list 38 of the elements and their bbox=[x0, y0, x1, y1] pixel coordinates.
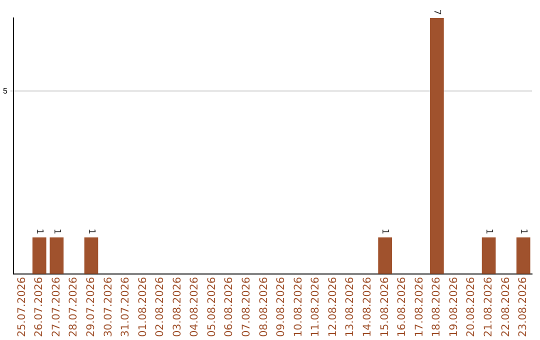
x-tick-label: 29.07.2026 bbox=[84, 276, 97, 338]
x-tick-label: 27.07.2026 bbox=[50, 276, 62, 338]
data-label: 1 bbox=[34, 228, 44, 234]
x-tick-label: 03.08.2026 bbox=[171, 276, 184, 338]
x-tick-label: 25.07.2026 bbox=[16, 276, 28, 338]
x-tick-label: 28.07.2026 bbox=[68, 276, 80, 338]
x-tick-label: 11.08.2026 bbox=[310, 276, 322, 338]
x-tick-label: 10.08.2026 bbox=[292, 276, 304, 338]
x-tick-label: 12.08.2026 bbox=[326, 276, 339, 338]
x-tick-label: 31.07.2026 bbox=[120, 276, 132, 338]
x-tick-label: 26.07.2026 bbox=[33, 276, 46, 338]
x-tick-label: 22.08.2026 bbox=[500, 276, 512, 338]
x-tick-label: 17.08.2026 bbox=[413, 276, 426, 338]
y-tick-label: 5 bbox=[2, 86, 8, 96]
data-label: 1 bbox=[380, 228, 390, 234]
data-label: 1 bbox=[86, 228, 96, 234]
data-label: 1 bbox=[483, 228, 494, 234]
x-tick-label: 13.08.2026 bbox=[344, 276, 356, 338]
x-tick-label: 04.08.2026 bbox=[188, 276, 201, 338]
x-tick-label: 08.08.2026 bbox=[258, 276, 270, 338]
data-label: 1 bbox=[518, 228, 528, 234]
x-tick-label: 01.08.2026 bbox=[136, 276, 149, 338]
x-tick-label: 15.08.2026 bbox=[378, 276, 391, 338]
x-tick-label: 18.08.2026 bbox=[430, 276, 443, 338]
x-tick-label: 05.08.2026 bbox=[206, 276, 218, 338]
x-tick-label: 16.08.2026 bbox=[396, 276, 408, 338]
x-tick-label: 02.08.2026 bbox=[154, 276, 166, 338]
x-tick-label: 07.08.2026 bbox=[240, 276, 253, 338]
x-tick-label: 19.08.2026 bbox=[448, 276, 460, 338]
x-tick-label: 30.07.2026 bbox=[102, 276, 114, 338]
data-label: 1 bbox=[51, 228, 62, 234]
x-tick-label: 21.08.2026 bbox=[482, 276, 495, 338]
x-tick-label: 09.08.2026 bbox=[275, 276, 288, 338]
x-tick-label: 14.08.2026 bbox=[362, 276, 374, 338]
x-tick-label: 23.08.2026 bbox=[517, 276, 530, 338]
x-tick-label: 20.08.2026 bbox=[465, 276, 478, 338]
x-tick-label: 06.08.2026 bbox=[223, 276, 236, 338]
data-label: 7 bbox=[432, 9, 442, 15]
